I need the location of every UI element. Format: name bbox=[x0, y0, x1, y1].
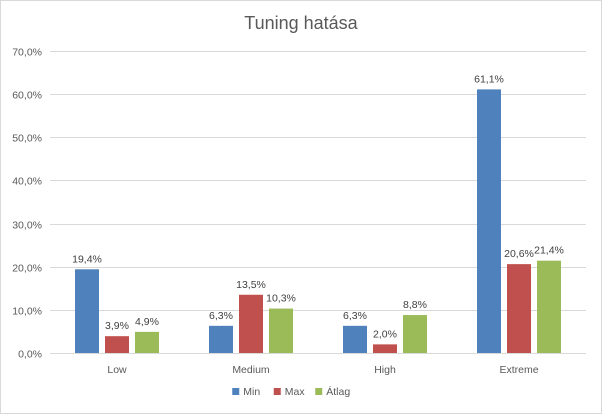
legend-label: Min bbox=[243, 386, 260, 398]
bar-max-high bbox=[373, 344, 397, 353]
bar-max-low bbox=[105, 336, 129, 353]
data-label: 10,3% bbox=[266, 293, 296, 305]
data-label: 8,8% bbox=[403, 299, 427, 311]
x-tick-label: Extreme bbox=[499, 364, 538, 376]
data-label: 19,4% bbox=[72, 253, 102, 265]
bar-átlag-high bbox=[403, 315, 427, 353]
bar-max-medium bbox=[239, 294, 263, 353]
legend-label: Átlag bbox=[326, 385, 350, 398]
y-tick-label: 60,0% bbox=[12, 90, 42, 102]
data-label: 13,5% bbox=[236, 279, 266, 291]
y-tick-label: 70,0% bbox=[12, 47, 42, 59]
data-label: 4,9% bbox=[135, 316, 159, 328]
y-tick-label: 10,0% bbox=[12, 306, 42, 318]
bar-min-extreme bbox=[477, 89, 501, 353]
x-tick-label: Medium bbox=[232, 364, 270, 376]
y-tick-label: 40,0% bbox=[12, 176, 42, 188]
data-label: 2,0% bbox=[373, 328, 397, 340]
legend-swatch-átlag bbox=[315, 388, 323, 395]
y-tick-label: 30,0% bbox=[12, 220, 42, 232]
legend-swatch-max bbox=[273, 388, 281, 395]
legend-label: Max bbox=[285, 386, 306, 398]
bar-min-medium bbox=[209, 325, 233, 353]
data-labels: 19,4% 3,9% 4,9% 6,3% 13,5%10,3% 6,3% 2,0% 8,8% 6… bbox=[72, 73, 564, 340]
y-tick-label: 50,0% bbox=[12, 133, 42, 145]
y-axis-ticks: 0,0% 10,0% 20,0% 30,0% 40,0% 50,0% 60,0% 70,0% bbox=[12, 47, 42, 361]
data-label: 61,1% bbox=[474, 73, 504, 85]
data-label: 6,3% bbox=[343, 310, 367, 322]
x-tick-label: Low bbox=[107, 364, 127, 376]
legend-swatch-min bbox=[232, 388, 240, 395]
data-label: 6,3% bbox=[209, 310, 233, 322]
chart-title: Tuning hatása bbox=[244, 13, 358, 33]
bar-min-low bbox=[75, 269, 99, 353]
bar-max-extreme bbox=[507, 264, 531, 353]
legend: Min Max Átlag bbox=[232, 385, 350, 398]
bar-átlag-extreme bbox=[537, 260, 561, 353]
x-axis-ticks: Low Medium High Extreme bbox=[107, 364, 538, 376]
bar-átlag-low bbox=[135, 331, 159, 353]
bar-min-high bbox=[343, 325, 367, 353]
y-tick-label: 0,0% bbox=[18, 349, 42, 361]
bars bbox=[75, 89, 561, 353]
bar-átlag-medium bbox=[269, 308, 293, 353]
gridlines bbox=[50, 51, 586, 354]
data-label: 20,6% bbox=[504, 248, 534, 260]
y-tick-label: 20,0% bbox=[12, 263, 42, 275]
x-tick-label: High bbox=[374, 364, 396, 376]
data-label: 21,4% bbox=[534, 245, 564, 257]
data-label: 3,9% bbox=[105, 320, 129, 332]
